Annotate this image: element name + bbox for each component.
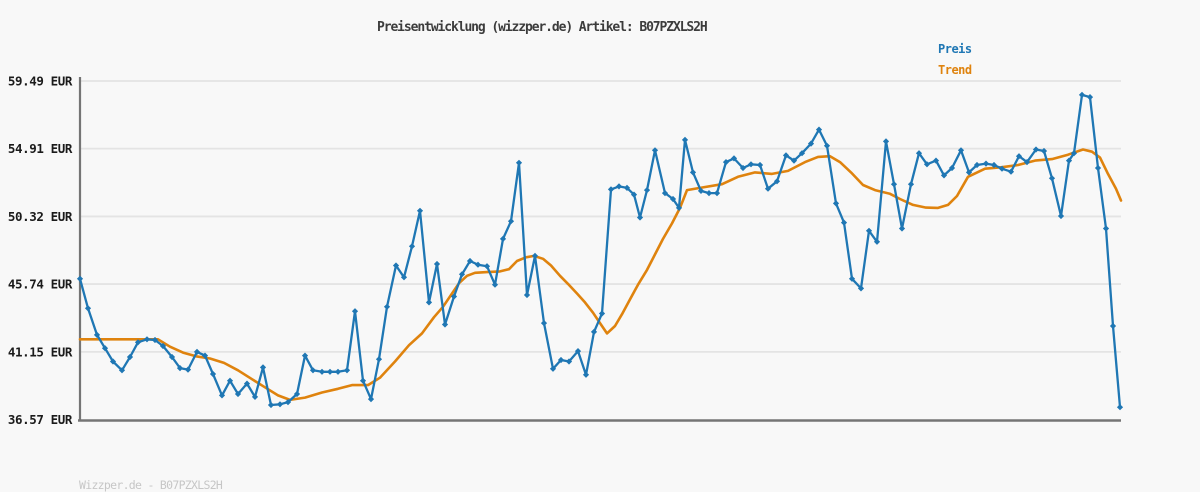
y-tick-label: 36.57 EUR [8,412,73,427]
y-tick-label: 50.32 EUR [8,209,73,224]
y-tick-label: 59.49 EUR [8,74,73,89]
legend-trend: Trend [938,63,972,77]
watermark: Wizzper.de - B07PZXLS2H [79,478,223,492]
chart-title: Preisentwicklung (wizzper.de) Artikel: B… [377,20,708,35]
y-tick-label: 41.15 EUR [8,344,73,359]
y-tick-label: 45.74 EUR [8,277,73,292]
y-tick-label: 54.91 EUR [8,141,73,156]
bottom-margin [0,492,1200,500]
chart-legend: Preis Trend [938,39,972,81]
legend-preis: Preis [938,42,972,56]
